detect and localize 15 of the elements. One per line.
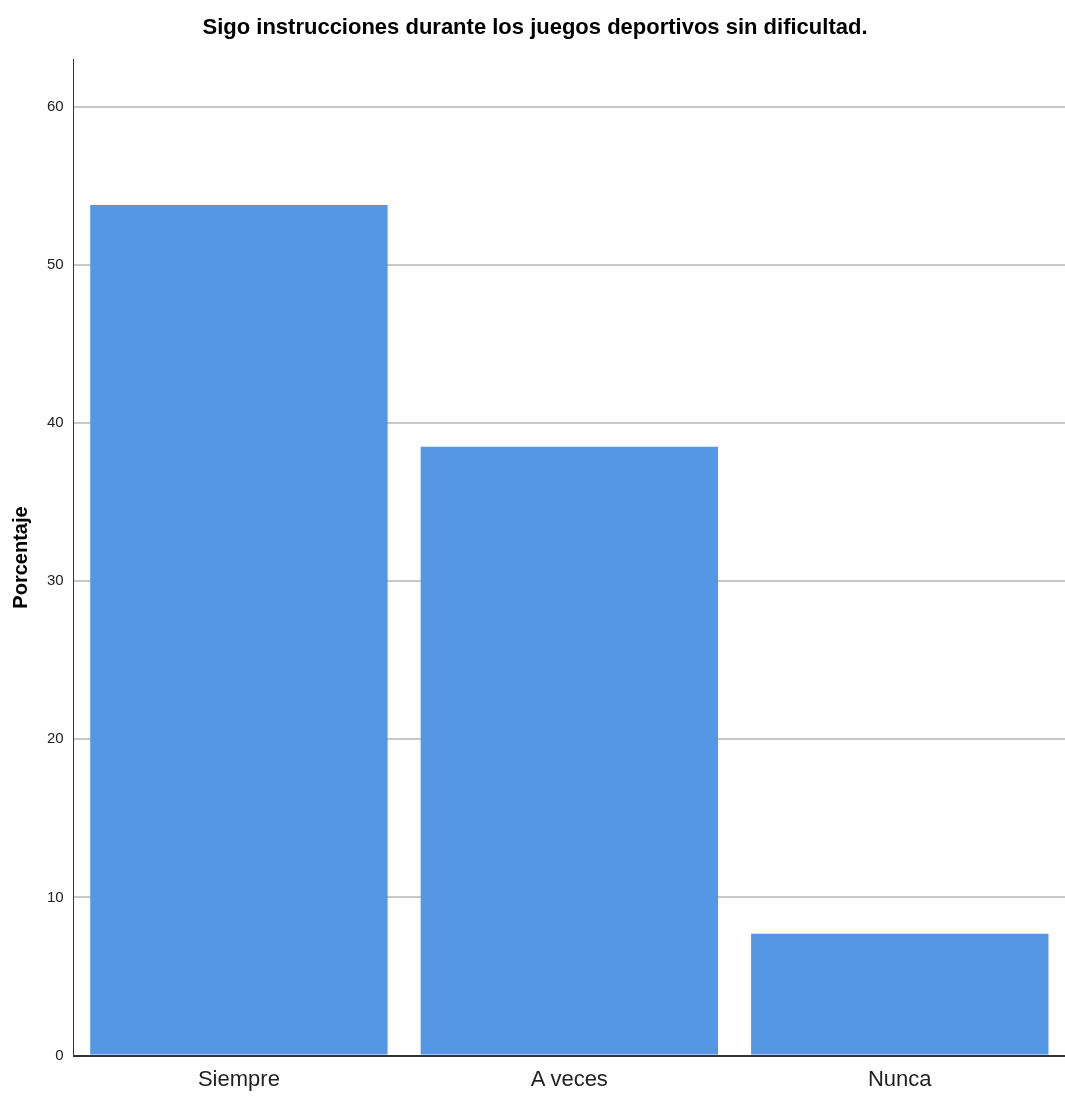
y-tick-label: 30 [47, 571, 64, 589]
bar [420, 446, 719, 1055]
y-tick-label: 0 [55, 1045, 64, 1063]
bar [90, 204, 388, 1055]
y-tick-label: 40 [47, 413, 64, 431]
x-tick-label: Siempre [197, 1065, 280, 1091]
y-tick-label: 10 [47, 887, 64, 905]
y-axis-title: Porcentaje [8, 506, 31, 609]
y-tick-label: 60 [47, 96, 64, 114]
x-tick-label: A veces [530, 1065, 608, 1091]
chart-title: Sigo instrucciones durante los juegos deportivos sin dificultad. [202, 14, 868, 40]
y-tick-label: 20 [47, 729, 64, 747]
y-tick-label: 50 [47, 255, 64, 273]
bar [751, 933, 1049, 1055]
x-tick-label: Nunca [867, 1065, 933, 1091]
